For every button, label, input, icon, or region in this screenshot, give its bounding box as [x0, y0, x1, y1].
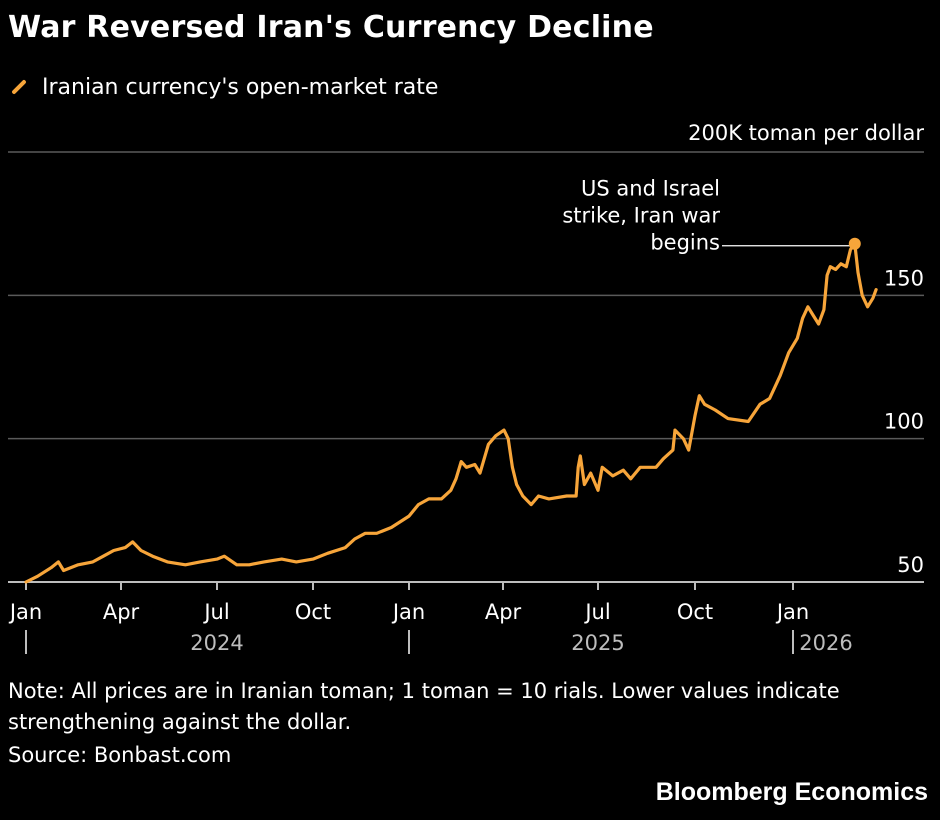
series-line — [24, 242, 878, 584]
year-label: 2026 — [799, 631, 852, 655]
year-label: 2024 — [190, 631, 243, 655]
chart-title: War Reversed Iran's Currency Decline — [8, 10, 654, 45]
line-chart: 200K toman per dollar 50 100 150 Jan Apr Jul O… — [8, 121, 925, 655]
x-tick-label: Jul — [583, 600, 610, 624]
annotation-text: strike, Iran war — [562, 204, 720, 228]
x-tick-label: Apr — [103, 600, 140, 624]
x-tick-label: Jan — [8, 600, 42, 624]
x-tick-label: Jan — [775, 600, 809, 624]
x-tick-label: Oct — [677, 600, 713, 624]
x-tick-label: Oct — [295, 600, 331, 624]
footnote: Note: All prices are in Iranian toman; 1… — [8, 679, 840, 734]
brand-logo-text: Bloomberg Economics — [655, 778, 928, 806]
source-line: Source: Bonbast.com — [8, 743, 232, 767]
x-tick-label: Jul — [202, 600, 229, 624]
x-tick-label: Apr — [485, 600, 522, 624]
legend: Iranian currency's open-market rate — [8, 72, 438, 102]
axis-ticks: 50 100 150 Jan Apr Jul Oct Jan Apr Jul Oct Jan 2024 2… — [8, 266, 924, 655]
gridlines: 200K toman per dollar — [8, 121, 924, 583]
legend-swatch — [11, 79, 27, 95]
legend-label: Iranian currency's open-market rate — [42, 74, 439, 100]
y-tick-label: 100 — [884, 410, 924, 434]
series-layer — [24, 242, 878, 584]
y-tick-label: 150 — [884, 266, 924, 290]
annotation-text: US and Israel — [581, 177, 720, 201]
annotation-marker — [848, 237, 861, 250]
year-label: 2025 — [571, 631, 624, 655]
annotation: US and Israel strike, Iran war begins — [562, 177, 861, 255]
y-tick-label: 50 — [897, 553, 924, 577]
x-tick-label: Jan — [391, 600, 425, 624]
unit-label: 200K toman per dollar — [688, 121, 924, 145]
annotation-text: begins — [650, 231, 720, 255]
